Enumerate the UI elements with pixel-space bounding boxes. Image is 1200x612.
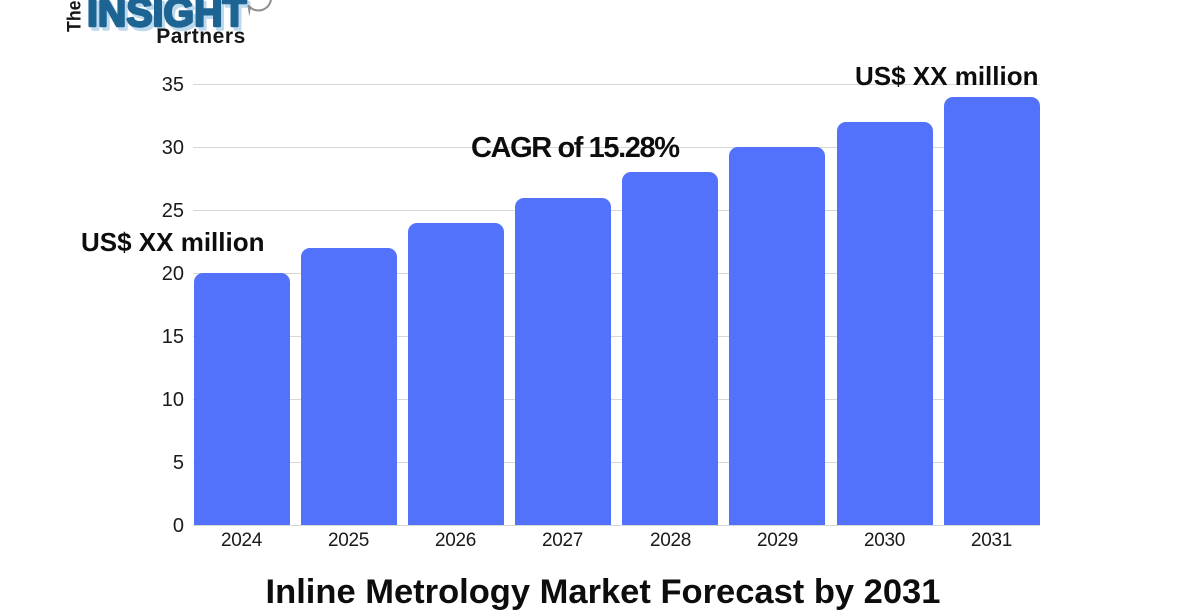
svg-text:INSIGHT: INSIGHT — [87, 0, 247, 35]
svg-text:Partners: Partners — [156, 25, 246, 48]
svg-text:The: The — [65, 1, 86, 33]
svg-text:INSIGHT: INSIGHT — [90, 0, 250, 38]
